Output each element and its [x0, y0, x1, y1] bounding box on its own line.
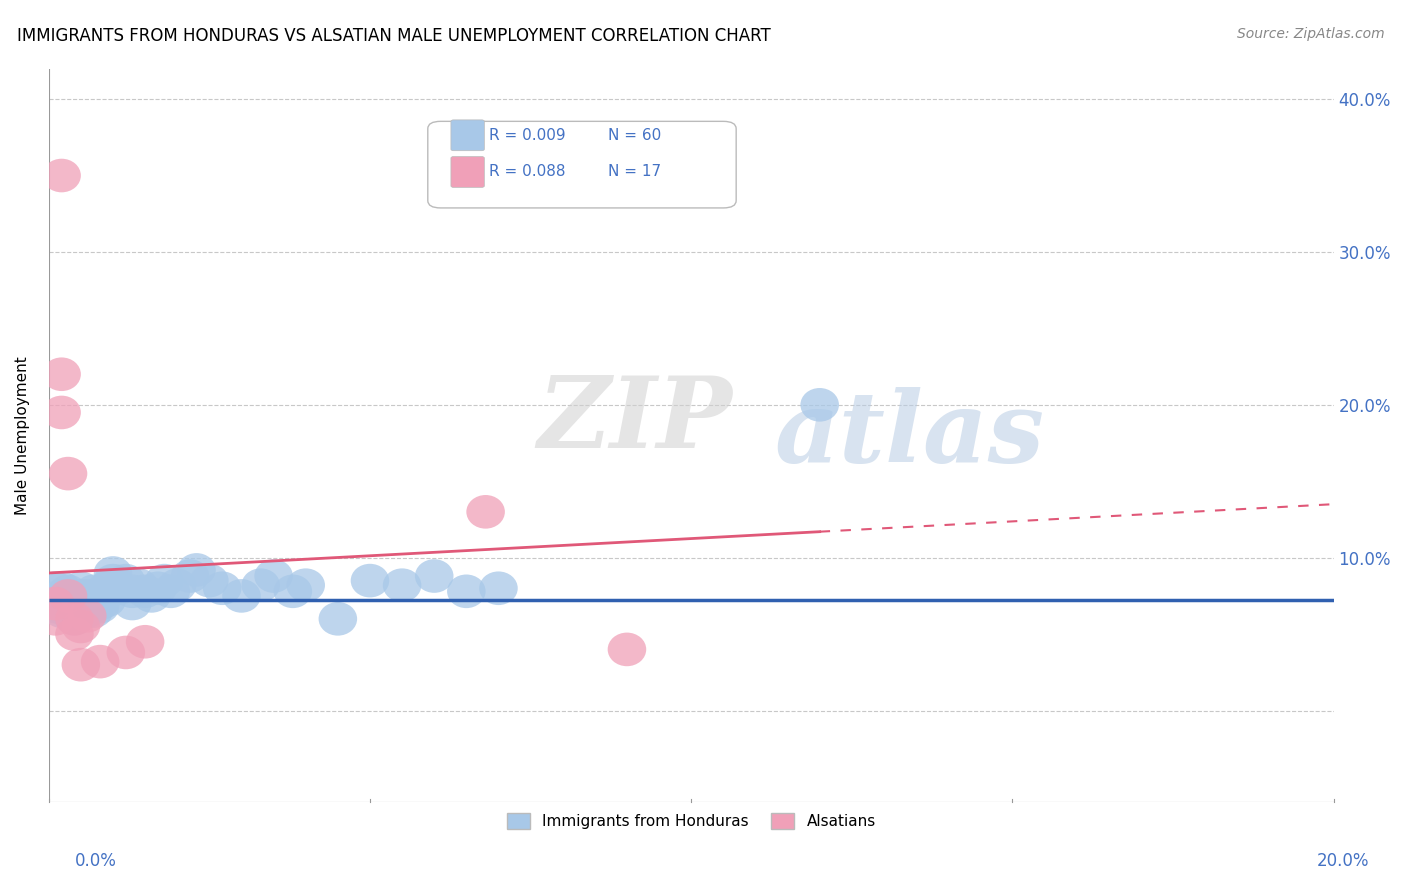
- Ellipse shape: [67, 587, 107, 620]
- Ellipse shape: [49, 594, 87, 628]
- Ellipse shape: [75, 574, 112, 608]
- Ellipse shape: [49, 457, 87, 491]
- Ellipse shape: [62, 590, 100, 624]
- FancyBboxPatch shape: [451, 157, 484, 187]
- Ellipse shape: [42, 159, 82, 193]
- Ellipse shape: [467, 495, 505, 529]
- Ellipse shape: [82, 645, 120, 679]
- Ellipse shape: [127, 625, 165, 658]
- Ellipse shape: [87, 583, 127, 617]
- Ellipse shape: [202, 572, 242, 605]
- Ellipse shape: [42, 358, 82, 391]
- Ellipse shape: [82, 579, 120, 613]
- Ellipse shape: [242, 568, 280, 602]
- Ellipse shape: [62, 587, 100, 620]
- Ellipse shape: [37, 572, 75, 605]
- Ellipse shape: [49, 590, 87, 624]
- Ellipse shape: [127, 574, 165, 608]
- Ellipse shape: [62, 579, 100, 613]
- Text: IMMIGRANTS FROM HONDURAS VS ALSATIAN MALE UNEMPLOYMENT CORRELATION CHART: IMMIGRANTS FROM HONDURAS VS ALSATIAN MAL…: [17, 27, 770, 45]
- Text: R = 0.088: R = 0.088: [489, 164, 567, 179]
- Ellipse shape: [152, 574, 190, 608]
- Ellipse shape: [139, 572, 177, 605]
- Ellipse shape: [62, 648, 100, 681]
- Ellipse shape: [107, 636, 145, 669]
- Ellipse shape: [37, 590, 75, 624]
- Text: atlas: atlas: [775, 387, 1045, 483]
- Ellipse shape: [42, 396, 82, 429]
- Ellipse shape: [132, 579, 170, 613]
- Ellipse shape: [447, 574, 485, 608]
- Legend: Immigrants from Honduras, Alsatians: Immigrants from Honduras, Alsatians: [501, 806, 882, 835]
- Ellipse shape: [67, 599, 107, 632]
- Ellipse shape: [107, 564, 145, 598]
- Ellipse shape: [49, 583, 87, 617]
- Ellipse shape: [37, 602, 75, 636]
- Ellipse shape: [42, 594, 82, 628]
- Ellipse shape: [222, 579, 260, 613]
- Ellipse shape: [75, 594, 112, 628]
- Ellipse shape: [62, 572, 100, 605]
- Ellipse shape: [170, 559, 209, 593]
- Ellipse shape: [254, 559, 292, 593]
- Ellipse shape: [67, 579, 107, 613]
- Ellipse shape: [42, 579, 82, 613]
- Ellipse shape: [190, 564, 229, 598]
- Ellipse shape: [479, 572, 517, 605]
- Ellipse shape: [415, 559, 454, 593]
- Ellipse shape: [607, 632, 647, 666]
- Ellipse shape: [55, 587, 94, 620]
- Ellipse shape: [287, 568, 325, 602]
- Ellipse shape: [55, 617, 94, 651]
- Text: R = 0.009: R = 0.009: [489, 128, 567, 143]
- Ellipse shape: [112, 587, 152, 620]
- Ellipse shape: [62, 609, 100, 643]
- Ellipse shape: [100, 572, 139, 605]
- Ellipse shape: [55, 579, 94, 613]
- Ellipse shape: [55, 590, 94, 624]
- Ellipse shape: [319, 602, 357, 636]
- Ellipse shape: [42, 587, 82, 620]
- Text: 20.0%: 20.0%: [1316, 852, 1369, 870]
- Ellipse shape: [49, 574, 87, 608]
- Ellipse shape: [800, 388, 839, 422]
- Ellipse shape: [274, 574, 312, 608]
- Ellipse shape: [145, 564, 184, 598]
- Ellipse shape: [157, 568, 197, 602]
- Text: N = 60: N = 60: [607, 128, 661, 143]
- FancyBboxPatch shape: [451, 120, 484, 151]
- Ellipse shape: [94, 564, 132, 598]
- Ellipse shape: [49, 579, 87, 613]
- Ellipse shape: [112, 574, 152, 608]
- Ellipse shape: [37, 587, 75, 620]
- FancyBboxPatch shape: [427, 121, 737, 208]
- Text: N = 17: N = 17: [607, 164, 661, 179]
- Ellipse shape: [82, 590, 120, 624]
- Ellipse shape: [94, 556, 132, 590]
- Ellipse shape: [55, 583, 94, 617]
- Ellipse shape: [55, 602, 94, 636]
- Ellipse shape: [177, 553, 215, 587]
- Ellipse shape: [75, 583, 112, 617]
- Ellipse shape: [350, 564, 389, 598]
- Text: 0.0%: 0.0%: [75, 852, 117, 870]
- Ellipse shape: [87, 572, 127, 605]
- Ellipse shape: [37, 583, 75, 617]
- Ellipse shape: [382, 568, 422, 602]
- Text: ZIP: ZIP: [537, 373, 733, 469]
- Ellipse shape: [82, 587, 120, 620]
- Ellipse shape: [67, 594, 107, 628]
- Y-axis label: Male Unemployment: Male Unemployment: [15, 356, 30, 515]
- Ellipse shape: [55, 602, 94, 636]
- Ellipse shape: [42, 572, 82, 605]
- Text: Source: ZipAtlas.com: Source: ZipAtlas.com: [1237, 27, 1385, 41]
- Ellipse shape: [120, 568, 157, 602]
